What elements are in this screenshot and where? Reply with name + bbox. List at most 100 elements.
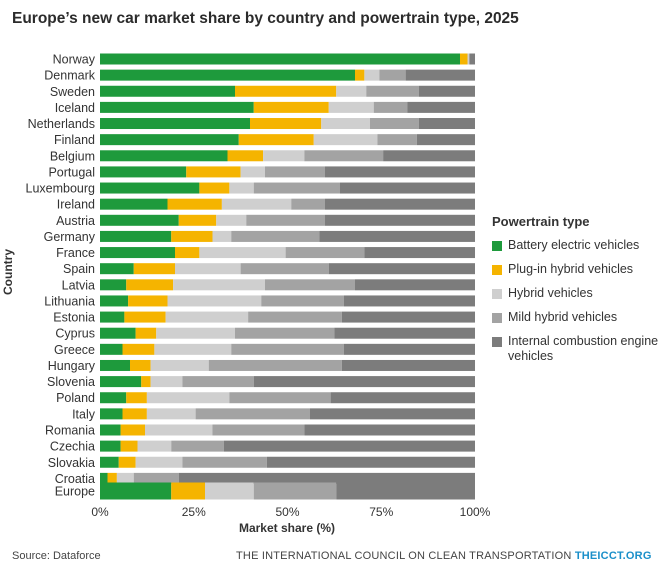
bar-segment-finland-1 — [100, 134, 239, 146]
bar-segment-hungary-3 — [150, 359, 209, 371]
bar-segment-ireland-4 — [291, 198, 325, 210]
bar-segment-cyprus-5 — [334, 327, 476, 339]
bar-segment-portugal-3 — [240, 166, 266, 178]
bar-segment-europe-3 — [205, 482, 254, 500]
bar-segment-czechia-2 — [120, 440, 138, 452]
bar-segment-czechia-4 — [171, 440, 224, 452]
bar-segment-poland-2 — [126, 392, 147, 404]
country-label: Austria — [56, 214, 95, 228]
bar-segment-lithuania-3 — [167, 295, 262, 307]
bar-segment-croatia-5 — [178, 472, 475, 484]
bar-segment-belgium-5 — [383, 150, 476, 162]
country-label: Luxembourg — [26, 182, 96, 196]
bar-segment-poland-5 — [330, 392, 476, 404]
bar-segment-lithuania-4 — [261, 295, 344, 307]
bar-segment-slovenia-1 — [100, 376, 142, 388]
bar-segment-europe-4 — [253, 482, 337, 500]
bar-segment-poland-1 — [100, 392, 127, 404]
bar-segment-greece-1 — [100, 343, 123, 355]
bar-segment-netherlands-1 — [100, 118, 250, 130]
bar-segment-iceland-3 — [328, 101, 374, 113]
bar-segment-sweden-3 — [336, 85, 367, 97]
bar-segment-romania-2 — [120, 424, 146, 436]
bar-segment-latvia-2 — [126, 279, 174, 291]
bar-segment-belgium-1 — [100, 150, 228, 162]
bar-segment-slovenia-2 — [141, 376, 151, 388]
bar-segment-denmark-3 — [364, 69, 380, 81]
bar-segment-romania-3 — [145, 424, 213, 436]
bar-segment-france-2 — [175, 247, 200, 259]
bar-segment-italy-1 — [100, 408, 123, 420]
bar-segment-belgium-2 — [227, 150, 264, 162]
country-label: Estonia — [53, 311, 95, 325]
country-label: Iceland — [55, 101, 95, 115]
bar-segment-spain-1 — [100, 263, 134, 275]
country-label: Romania — [45, 423, 95, 437]
bars-layer — [100, 53, 476, 500]
org-credit: THE INTERNATIONAL COUNCIL ON CLEAN TRANS… — [236, 550, 652, 562]
bar-segment-cyprus-2 — [135, 327, 157, 339]
bar-segment-hungary-2 — [130, 359, 151, 371]
org-website: THEICCT.ORG — [574, 550, 652, 562]
bar-segment-romania-1 — [100, 424, 121, 436]
bar-segment-luxembourg-1 — [100, 182, 200, 194]
bar-segment-poland-4 — [229, 392, 331, 404]
bar-segment-netherlands-5 — [418, 118, 475, 130]
bar-segment-slovenia-4 — [182, 376, 254, 388]
bar-segment-spain-5 — [328, 263, 475, 275]
bar-segment-hungary-4 — [208, 359, 342, 371]
bar-segment-denmark-1 — [100, 69, 355, 81]
bar-segment-estonia-1 — [100, 311, 125, 323]
bar-segment-germany-3 — [212, 230, 232, 242]
legend-title: Powertrain type — [492, 214, 590, 229]
bar-segment-france-3 — [199, 247, 286, 259]
bar-segment-ireland-3 — [221, 198, 292, 210]
bar-segment-romania-4 — [212, 424, 305, 436]
x-tick-label: 25% — [182, 505, 206, 519]
legend-label: Hybrid vehicles — [508, 286, 593, 300]
bar-segment-luxembourg-2 — [199, 182, 230, 194]
country-label: Norway — [53, 53, 96, 67]
bar-segment-croatia-1 — [100, 472, 108, 484]
legend-swatch — [492, 241, 502, 251]
legend-item-battery-electric: Battery electric vehicles — [492, 238, 667, 253]
bar-segment-luxembourg-3 — [229, 182, 254, 194]
country-label: Belgium — [50, 149, 95, 163]
bar-segment-ireland-2 — [167, 198, 222, 210]
bar-segment-sweden-5 — [418, 85, 475, 97]
bar-segment-slovakia-4 — [182, 456, 267, 468]
country-label: Lithuania — [44, 294, 95, 308]
bar-segment-austria-4 — [246, 214, 325, 226]
bar-segment-estonia-4 — [248, 311, 342, 323]
y-axis-label: Country — [1, 249, 15, 295]
org-name: THE INTERNATIONAL COUNCIL ON CLEAN TRANS… — [236, 550, 572, 562]
bar-segment-greece-3 — [154, 343, 232, 355]
bar-segment-iceland-4 — [373, 101, 408, 113]
bar-segment-norway-2 — [460, 53, 468, 65]
country-label: Latvia — [62, 278, 95, 292]
bar-segment-estonia-2 — [124, 311, 166, 323]
bar-segment-denmark-4 — [379, 69, 406, 81]
bar-segment-lithuania-2 — [128, 295, 168, 307]
bar-segment-netherlands-3 — [321, 118, 370, 130]
bar-segment-lithuania-1 — [100, 295, 129, 307]
bar-segment-estonia-5 — [341, 311, 476, 323]
bar-segment-cyprus-4 — [235, 327, 335, 339]
bar-segment-czechia-3 — [137, 440, 172, 452]
legend-swatch — [492, 337, 502, 347]
bar-segment-belgium-3 — [263, 150, 305, 162]
bar-segment-norway-1 — [100, 53, 460, 65]
bar-segment-denmark-5 — [405, 69, 476, 81]
bar-segment-netherlands-4 — [370, 118, 419, 130]
bar-segment-slovakia-5 — [266, 456, 476, 468]
bar-segment-finland-2 — [238, 134, 314, 146]
bar-segment-sweden-1 — [100, 85, 235, 97]
bar-segment-belgium-4 — [304, 150, 384, 162]
bar-segment-luxembourg-5 — [340, 182, 475, 194]
bar-segment-poland-3 — [146, 392, 230, 404]
bar-segment-portugal-1 — [100, 166, 187, 178]
country-label: Sweden — [50, 85, 95, 99]
country-label: Finland — [54, 133, 95, 147]
bar-segment-germany-4 — [231, 230, 320, 242]
legend-item-plug-in-hybrid: Plug-in hybrid vehicles — [492, 262, 667, 277]
